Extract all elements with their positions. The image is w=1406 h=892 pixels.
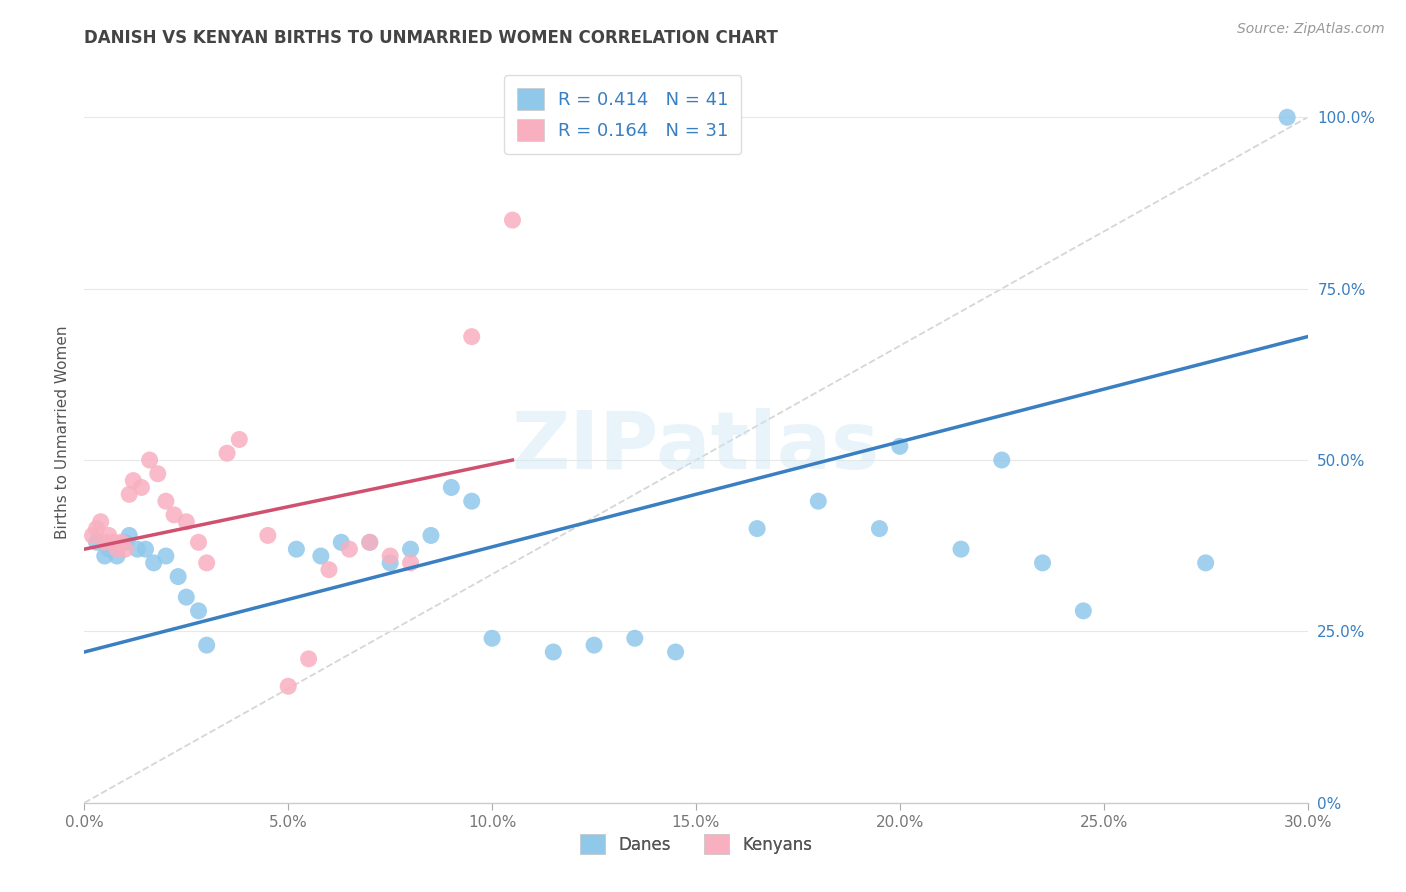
Point bbox=[97, 542, 120, 557]
Point bbox=[101, 535, 124, 549]
Point bbox=[118, 487, 141, 501]
Point bbox=[105, 542, 128, 557]
Point bbox=[747, 522, 769, 536]
Point bbox=[440, 480, 463, 494]
Point bbox=[481, 632, 503, 646]
Y-axis label: Births to Unmarried Women: Births to Unmarried Women bbox=[55, 326, 70, 540]
Point bbox=[187, 535, 209, 549]
Point bbox=[1277, 110, 1299, 124]
Point bbox=[105, 549, 128, 563]
Point bbox=[502, 213, 524, 227]
Point bbox=[869, 522, 891, 536]
Point bbox=[217, 446, 239, 460]
Text: Source: ZipAtlas.com: Source: ZipAtlas.com bbox=[1237, 22, 1385, 37]
Point bbox=[93, 549, 115, 563]
Point bbox=[583, 638, 606, 652]
Point bbox=[97, 528, 120, 542]
Point bbox=[174, 590, 197, 604]
Point bbox=[399, 542, 422, 557]
Point bbox=[624, 632, 647, 646]
Point bbox=[991, 453, 1014, 467]
Legend: Danes, Kenyans: Danes, Kenyans bbox=[574, 828, 818, 861]
Point bbox=[461, 494, 484, 508]
Point bbox=[420, 528, 443, 542]
Point bbox=[889, 439, 911, 453]
Point bbox=[195, 556, 218, 570]
Text: DANISH VS KENYAN BIRTHS TO UNMARRIED WOMEN CORRELATION CHART: DANISH VS KENYAN BIRTHS TO UNMARRIED WOM… bbox=[84, 29, 779, 47]
Point bbox=[174, 515, 197, 529]
Point bbox=[1073, 604, 1095, 618]
Point bbox=[127, 542, 149, 557]
Point bbox=[665, 645, 688, 659]
Point bbox=[155, 494, 177, 508]
Point bbox=[138, 453, 160, 467]
Point bbox=[122, 474, 145, 488]
Point bbox=[380, 556, 402, 570]
Point bbox=[163, 508, 186, 522]
Point bbox=[155, 549, 177, 563]
Point bbox=[339, 542, 361, 557]
Point bbox=[187, 604, 209, 618]
Point bbox=[277, 679, 299, 693]
Point bbox=[131, 480, 153, 494]
Point bbox=[359, 535, 381, 549]
Point bbox=[82, 528, 104, 542]
Point bbox=[167, 569, 190, 583]
Point bbox=[380, 549, 402, 563]
Text: ZIPatlas: ZIPatlas bbox=[512, 409, 880, 486]
Point bbox=[135, 542, 157, 557]
Point bbox=[318, 563, 340, 577]
Point bbox=[309, 549, 332, 563]
Point bbox=[228, 433, 250, 447]
Point bbox=[461, 329, 484, 343]
Point bbox=[110, 535, 132, 549]
Point bbox=[1195, 556, 1218, 570]
Point bbox=[86, 535, 108, 549]
Point bbox=[257, 528, 280, 542]
Point bbox=[543, 645, 565, 659]
Point bbox=[399, 556, 422, 570]
Point bbox=[118, 528, 141, 542]
Point bbox=[114, 542, 136, 557]
Point bbox=[93, 535, 115, 549]
Point bbox=[359, 535, 381, 549]
Point bbox=[285, 542, 308, 557]
Point bbox=[142, 556, 165, 570]
Point bbox=[90, 515, 112, 529]
Point bbox=[1032, 556, 1054, 570]
Point bbox=[114, 535, 136, 549]
Point bbox=[950, 542, 973, 557]
Point bbox=[146, 467, 169, 481]
Point bbox=[298, 652, 321, 666]
Point bbox=[807, 494, 830, 508]
Point bbox=[195, 638, 218, 652]
Point bbox=[86, 522, 108, 536]
Point bbox=[330, 535, 353, 549]
